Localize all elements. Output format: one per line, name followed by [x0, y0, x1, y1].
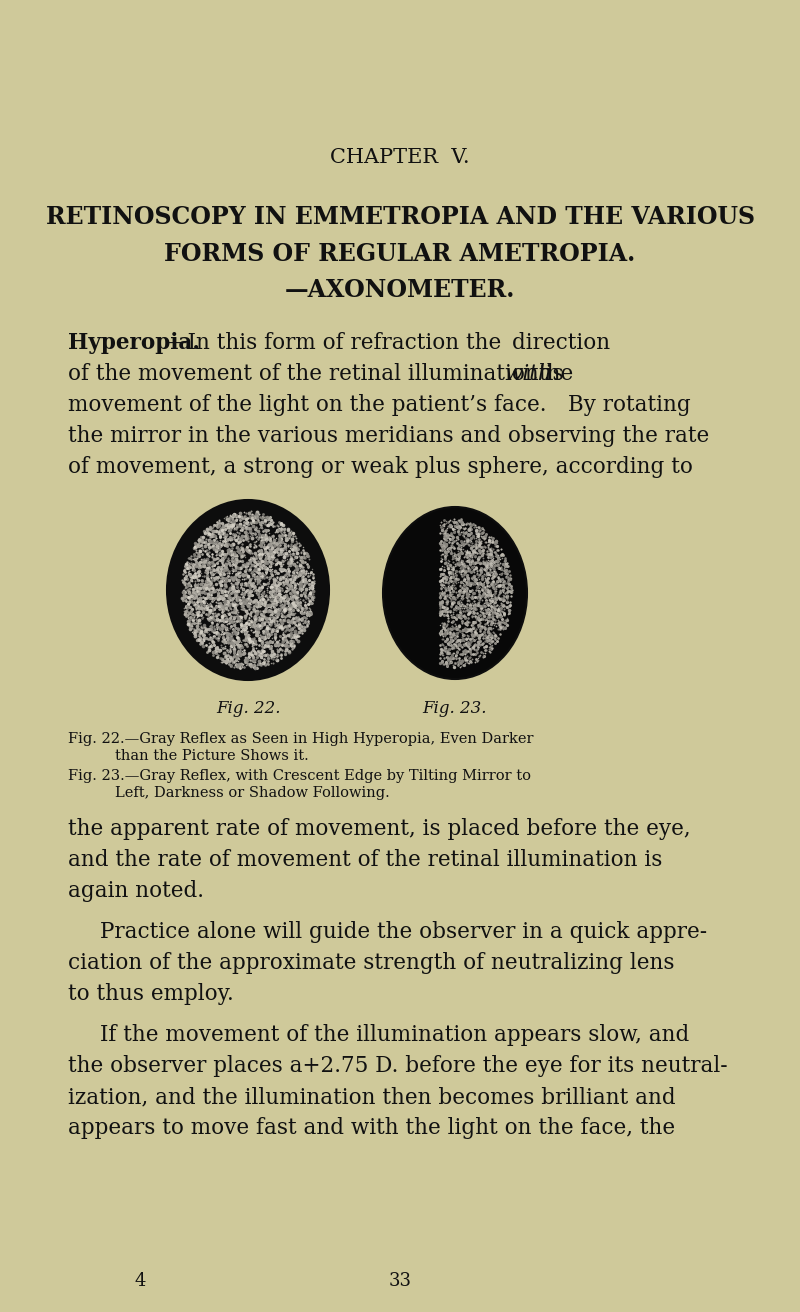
Text: than the Picture Shows it.: than the Picture Shows it. [115, 749, 309, 764]
Text: ization, and the illumination then becomes brilliant and: ization, and the illumination then becom… [68, 1086, 676, 1109]
Text: 4: 4 [134, 1273, 146, 1290]
Text: again noted.: again noted. [68, 880, 204, 903]
Text: of the movement of the retinal illumination is: of the movement of the retinal illuminat… [68, 363, 564, 384]
Text: FORMS OF REGULAR AMETROPIA.: FORMS OF REGULAR AMETROPIA. [164, 241, 636, 266]
Text: appears to move fast and with the light on the face, the: appears to move fast and with the light … [68, 1117, 675, 1139]
Text: movement of the light on the patient’s face. By rotating: movement of the light on the patient’s f… [68, 394, 690, 416]
Text: Fig. 23.—Gray Reflex, with Crescent Edge by Tilting Mirror to: Fig. 23.—Gray Reflex, with Crescent Edge… [68, 769, 531, 783]
Text: with: with [505, 363, 553, 384]
Text: 33: 33 [389, 1273, 411, 1290]
Text: the observer places a+2.75 D. before the eye for its neutral-: the observer places a+2.75 D. before the… [68, 1055, 728, 1077]
Text: and the rate of movement of the retinal illumination is: and the rate of movement of the retinal … [68, 849, 662, 871]
Text: Fig. 22.—Gray Reflex as Seen in High Hyperopia, Even Darker: Fig. 22.—Gray Reflex as Seen in High Hyp… [68, 732, 534, 747]
Text: Fig. 22.: Fig. 22. [216, 701, 280, 716]
Text: ciation of the approximate strength of neutralizing lens: ciation of the approximate strength of n… [68, 953, 674, 974]
Text: the mirror in the various meridians and observing the rate: the mirror in the various meridians and … [68, 425, 710, 447]
Text: Left, Darkness or Shadow Following.: Left, Darkness or Shadow Following. [115, 786, 390, 800]
Text: Practice alone will guide the observer in a quick appre-: Practice alone will guide the observer i… [100, 921, 707, 943]
Text: the: the [538, 363, 574, 384]
Text: RETINOSCOPY IN EMMETROPIA AND THE VARIOUS: RETINOSCOPY IN EMMETROPIA AND THE VARIOU… [46, 205, 754, 230]
Ellipse shape [167, 500, 329, 680]
Text: CHAPTER  V.: CHAPTER V. [330, 148, 470, 167]
Text: Hyperopia.: Hyperopia. [68, 332, 200, 354]
Text: —In this form of refraction the direction: —In this form of refraction the directio… [166, 332, 610, 354]
Text: to thus employ.: to thus employ. [68, 983, 234, 1005]
Text: of movement, a strong or weak plus sphere, according to: of movement, a strong or weak plus spher… [68, 457, 693, 478]
Text: Fig. 23.: Fig. 23. [422, 701, 487, 716]
Text: If the movement of the illumination appears slow, and: If the movement of the illumination appe… [100, 1023, 690, 1046]
Text: —AXONOMETER.: —AXONOMETER. [285, 278, 515, 302]
Ellipse shape [383, 506, 527, 680]
Text: the apparent rate of movement, is placed before the eye,: the apparent rate of movement, is placed… [68, 817, 690, 840]
